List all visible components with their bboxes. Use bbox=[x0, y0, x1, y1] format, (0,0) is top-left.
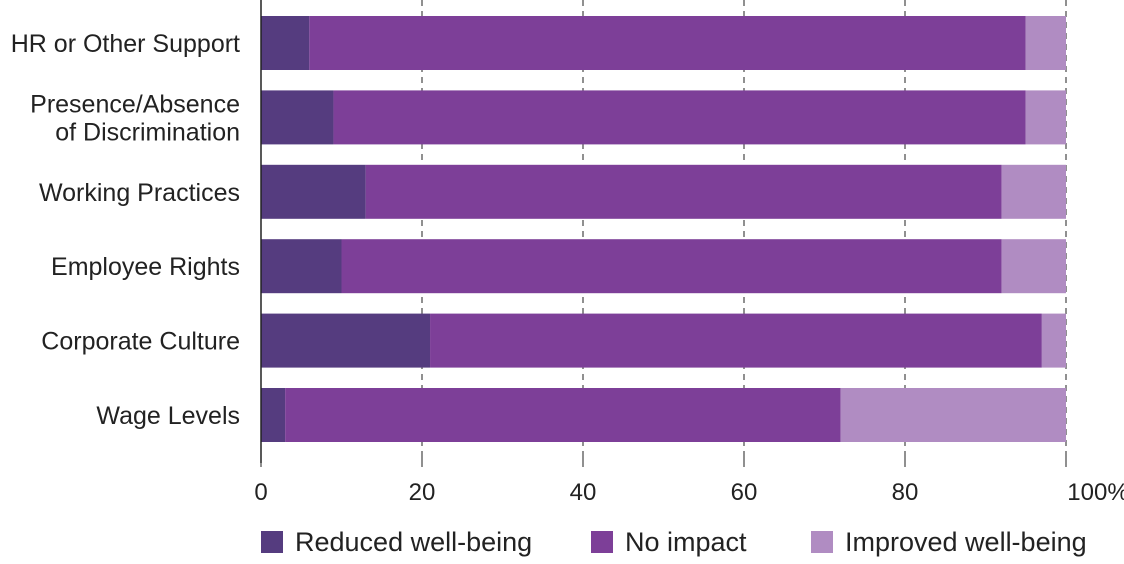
grid-lines bbox=[421, 0, 1067, 463]
bar-segment-reduced-well-being bbox=[261, 239, 342, 294]
bar-segment-improved-well-being bbox=[1041, 313, 1066, 368]
bar-segment-no-impact bbox=[333, 90, 1026, 145]
bar-segment-reduced-well-being bbox=[261, 16, 310, 70]
bar-segment-improved-well-being bbox=[1025, 16, 1066, 70]
category-label: Corporate Culture bbox=[41, 328, 240, 356]
bar-segment-reduced-well-being bbox=[261, 313, 431, 368]
bar-segment-no-impact bbox=[285, 388, 841, 442]
category-label: Presence/Absence of Discrimination bbox=[30, 90, 240, 146]
bar-segment-no-impact bbox=[365, 164, 1002, 219]
bars bbox=[261, 16, 1066, 442]
legend-swatch bbox=[811, 531, 833, 553]
bar-segment-improved-well-being bbox=[1025, 90, 1066, 145]
x-tick-label: 60 bbox=[731, 479, 758, 506]
bar-segment-reduced-well-being bbox=[261, 90, 334, 145]
legend-label: Reduced well-being bbox=[295, 527, 532, 557]
bar-segment-no-impact bbox=[341, 239, 1002, 294]
category-label: Employee Rights bbox=[51, 253, 240, 281]
bar-segment-improved-well-being bbox=[1001, 164, 1066, 219]
bar-segment-reduced-well-being bbox=[261, 388, 286, 442]
category-labels: HR or Other Support Presence/Absence of Di… bbox=[11, 30, 240, 430]
x-tick-label: 40 bbox=[570, 479, 597, 506]
x-tick-label: 100% bbox=[1067, 479, 1124, 506]
category-label: Working Practices bbox=[39, 179, 240, 207]
x-tick-label: 0 bbox=[254, 479, 267, 506]
legend-swatch bbox=[591, 531, 613, 553]
bar-segment-improved-well-being bbox=[840, 388, 1066, 442]
x-axis: 0 20 40 60 80 100% bbox=[254, 0, 1124, 506]
legend-label: Improved well-being bbox=[845, 527, 1087, 557]
bar-segment-reduced-well-being bbox=[261, 164, 366, 219]
category-label: HR or Other Support bbox=[11, 30, 240, 58]
bar-segment-no-impact bbox=[309, 16, 1026, 70]
x-tick-label: 80 bbox=[892, 479, 919, 506]
legend: Reduced well-being No impact Improved well… bbox=[261, 527, 1087, 557]
legend-swatch bbox=[261, 531, 283, 553]
x-tick-label: 20 bbox=[409, 479, 436, 506]
bar-segment-improved-well-being bbox=[1001, 239, 1066, 294]
category-label: Wage Levels bbox=[96, 402, 240, 430]
legend-label: No impact bbox=[625, 527, 747, 557]
bar-segment-no-impact bbox=[430, 313, 1042, 368]
